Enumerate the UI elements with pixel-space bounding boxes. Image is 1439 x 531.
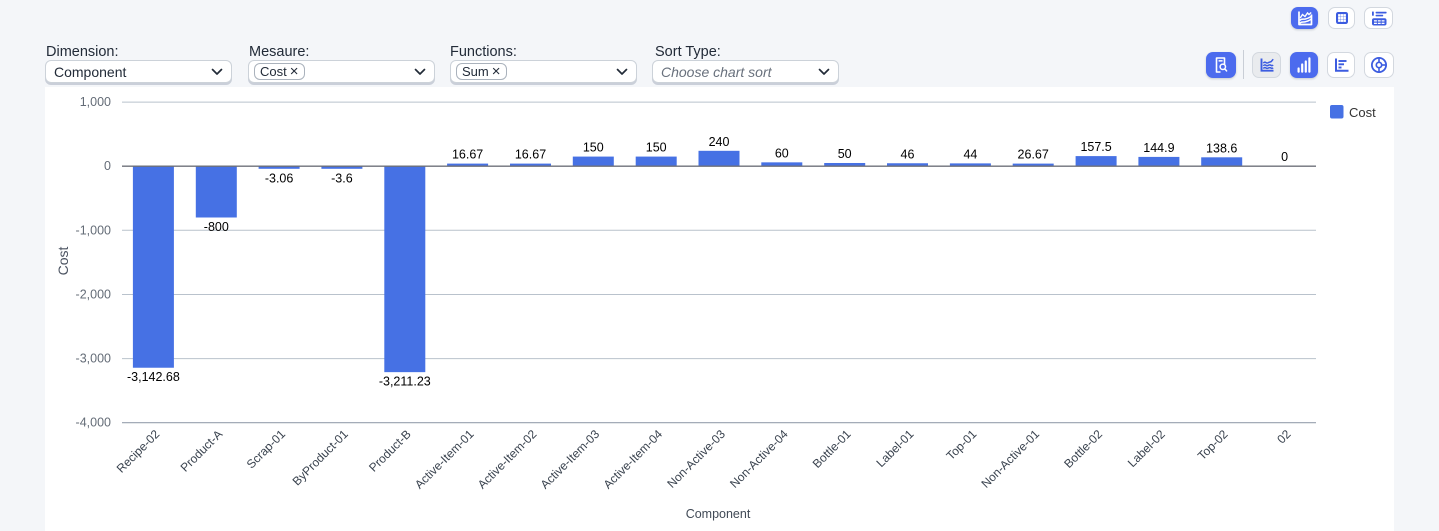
svg-text:Top-02: Top-02 xyxy=(1195,427,1231,463)
svg-text:157.5: 157.5 xyxy=(1080,140,1111,154)
svg-text:16.67: 16.67 xyxy=(515,148,546,162)
svg-text:16.67: 16.67 xyxy=(452,148,483,162)
svg-text:Scrap-01: Scrap-01 xyxy=(244,427,289,472)
svg-text:Active-Item-04: Active-Item-04 xyxy=(601,427,666,492)
svg-text:Non-Active-01: Non-Active-01 xyxy=(978,427,1042,491)
svg-text:Label-01: Label-01 xyxy=(874,427,917,470)
svg-text:Cost: Cost xyxy=(1349,105,1376,120)
svg-text:Cost: Cost xyxy=(55,247,71,276)
svg-text:26.67: 26.67 xyxy=(1018,148,1049,162)
svg-text:Product-B: Product-B xyxy=(366,427,414,475)
svg-text:-3.06: -3.06 xyxy=(265,171,294,185)
svg-text:60: 60 xyxy=(775,146,789,160)
svg-text:Product-A: Product-A xyxy=(178,427,226,475)
svg-text:144.9: 144.9 xyxy=(1143,141,1174,155)
svg-text:150: 150 xyxy=(583,141,604,155)
svg-text:44: 44 xyxy=(963,147,977,161)
svg-text:50: 50 xyxy=(838,147,852,161)
svg-text:-4,000: -4,000 xyxy=(76,416,111,430)
svg-text:0: 0 xyxy=(104,159,111,173)
svg-text:Top-01: Top-01 xyxy=(943,427,979,463)
svg-text:-800: -800 xyxy=(204,220,229,234)
svg-text:Recipe-02: Recipe-02 xyxy=(114,427,163,476)
svg-text:-3.6: -3.6 xyxy=(331,171,353,185)
svg-text:Active-Item-03: Active-Item-03 xyxy=(538,427,603,492)
svg-text:Active-Item-01: Active-Item-01 xyxy=(412,427,477,492)
svg-text:150: 150 xyxy=(646,141,667,155)
svg-text:Active-Item-02: Active-Item-02 xyxy=(475,427,540,492)
svg-text:Non-Active-04: Non-Active-04 xyxy=(727,427,791,491)
svg-text:46: 46 xyxy=(901,147,915,161)
svg-text:-3,211.23: -3,211.23 xyxy=(379,375,431,389)
svg-text:ByProduct-01: ByProduct-01 xyxy=(290,427,352,489)
svg-text:Component: Component xyxy=(686,507,751,521)
svg-text:Bottle-02: Bottle-02 xyxy=(1061,427,1105,471)
svg-text:138.6: 138.6 xyxy=(1206,141,1237,155)
svg-text:Non-Active-03: Non-Active-03 xyxy=(664,427,728,491)
svg-text:02: 02 xyxy=(1274,427,1294,447)
svg-text:-1,000: -1,000 xyxy=(76,223,111,237)
svg-text:-3,000: -3,000 xyxy=(76,352,111,366)
svg-text:-3,142.68: -3,142.68 xyxy=(127,370,180,384)
svg-text:0: 0 xyxy=(1281,150,1288,164)
svg-text:Label-02: Label-02 xyxy=(1125,427,1168,470)
svg-text:-2,000: -2,000 xyxy=(76,288,111,302)
svg-text:240: 240 xyxy=(709,135,730,149)
svg-text:Bottle-01: Bottle-01 xyxy=(810,427,854,471)
svg-text:1,000: 1,000 xyxy=(80,95,111,109)
